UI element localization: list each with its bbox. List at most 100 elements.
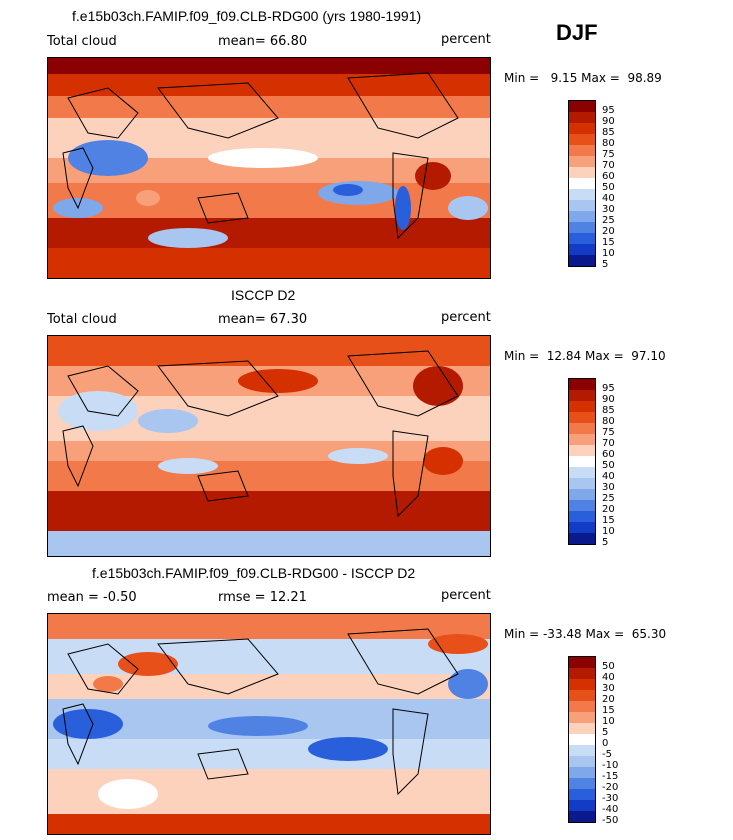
colorbar-label: -20 [602,782,619,793]
colorbar-segment [569,211,595,222]
colorbar-segment [569,467,595,478]
colorbar-segment [569,745,595,756]
colorbar-segment [569,500,595,511]
colorbar-label: 5 [602,537,609,548]
colorbar-label: 40 [602,471,615,482]
panel-1-mean-label: mean= 66.80 [218,34,308,49]
colorbar-label: 25 [602,215,615,226]
panel-3-minmax: Min = -33.48 Max = 65.30 [504,627,667,641]
colorbar-segment [569,134,595,145]
colorbar-label: 40 [602,672,615,683]
colorbar-label: 90 [602,116,615,127]
colorbar-segment [569,657,595,668]
colorbar-segment [569,489,595,500]
colorbar-segment [569,789,595,800]
panel-3-colorbar-labels: 50 40 30 20 15 10 5 0 -5 -10 -15 -20 -30 -40 -50 [602,656,632,826]
colorbar-label: 0 [602,738,609,749]
colorbar-segment [569,767,595,778]
colorbar-label: 40 [602,193,615,204]
colorbar-segment [569,200,595,211]
colorbar-label: 20 [602,226,615,237]
colorbar-segment [569,123,595,134]
colorbar-segment [569,668,595,679]
colorbar-segment [569,734,595,745]
colorbar-label: 75 [602,427,615,438]
colorbar-segment [569,189,595,200]
colorbar-segment [569,778,595,789]
panel-3-colorbar [568,656,596,823]
colorbar-label: -5 [602,749,612,760]
colorbar-segment [569,756,595,767]
colorbar-label: 95 [602,383,615,394]
colorbar-label: -30 [602,793,619,804]
colorbar-segment [569,423,595,434]
colorbar-label: 20 [602,694,615,705]
colorbar-segment [569,379,595,390]
colorbar-segment [569,145,595,156]
colorbar-segment [569,445,595,456]
colorbar-segment [569,112,595,123]
panel-2-colorbar-labels: 95 90 85 80 75 70 60 50 40 30 25 20 15 10 5 [602,378,632,548]
colorbar-label: 70 [602,160,615,171]
panel-1-variable-label: Total cloud [47,34,117,49]
colorbar-segment [569,701,595,712]
panel-2-mean-label: mean= 67.30 [218,312,308,327]
panel-3-title: f.e15b03ch.FAMIP.f09_f09.CLB-RDG00 - ISC… [92,565,416,581]
colorbar-segment [569,167,595,178]
colorbar-label: -50 [602,815,619,826]
colorbar-label: 50 [602,661,615,672]
colorbar-label: 15 [602,705,615,716]
colorbar-label: 70 [602,438,615,449]
colorbar-segment [569,233,595,244]
colorbar-label: 5 [602,259,609,270]
colorbar-segment [569,511,595,522]
colorbar-segment [569,811,595,822]
colorbar-label: 90 [602,394,615,405]
colorbar-label: 25 [602,493,615,504]
panel-2-colorbar [568,378,596,545]
colorbar-segment [569,222,595,233]
colorbar-label: 20 [602,504,615,515]
colorbar-segment [569,533,595,544]
colorbar-segment [569,434,595,445]
panel-2-title: ISCCP D2 [231,287,296,303]
colorbar-label: 30 [602,482,615,493]
colorbar-label: 75 [602,149,615,160]
colorbar-segment [569,712,595,723]
colorbar-segment [569,800,595,811]
colorbar-label: 95 [602,105,615,116]
colorbar-segment [569,522,595,533]
colorbar-label: 10 [602,716,615,727]
panel-3-rmse-label: rmse = 12.21 [218,590,307,605]
colorbar-segment [569,401,595,412]
panel-2-variable-label: Total cloud [47,312,117,327]
colorbar-label: 50 [602,182,615,193]
panel-1-colorbar [568,100,596,267]
colorbar-segment [569,456,595,467]
panel-2-units-label: percent [441,310,491,325]
colorbar-label: 80 [602,138,615,149]
colorbar-label: 15 [602,515,615,526]
colorbar-label: 60 [602,449,615,460]
panel-3-mean-label: mean = -0.50 [47,590,137,605]
colorbar-segment [569,390,595,401]
colorbar-segment [569,255,595,266]
colorbar-segment [569,679,595,690]
colorbar-label: 5 [602,727,609,738]
colorbar-segment [569,244,595,255]
colorbar-label: -15 [602,771,619,782]
panel-1-units-label: percent [441,32,491,47]
colorbar-label: 30 [602,683,615,694]
colorbar-label: 30 [602,204,615,215]
colorbar-label: 15 [602,237,615,248]
season-label: DJF [556,20,598,45]
colorbar-label: 85 [602,405,615,416]
panel-1-title: f.e15b03ch.FAMIP.f09_f09.CLB-RDG00 (yrs … [72,8,422,24]
colorbar-segment [569,412,595,423]
panel-3-map [47,613,491,835]
colorbar-label: 60 [602,171,615,182]
panel-1-colorbar-labels: 95 90 85 80 75 70 60 50 40 30 25 20 15 10 5 [602,100,632,270]
panel-2-minmax: Min = 12.84 Max = 97.10 [504,349,666,363]
colorbar-segment [569,178,595,189]
panel-3-units-label: percent [441,588,491,603]
